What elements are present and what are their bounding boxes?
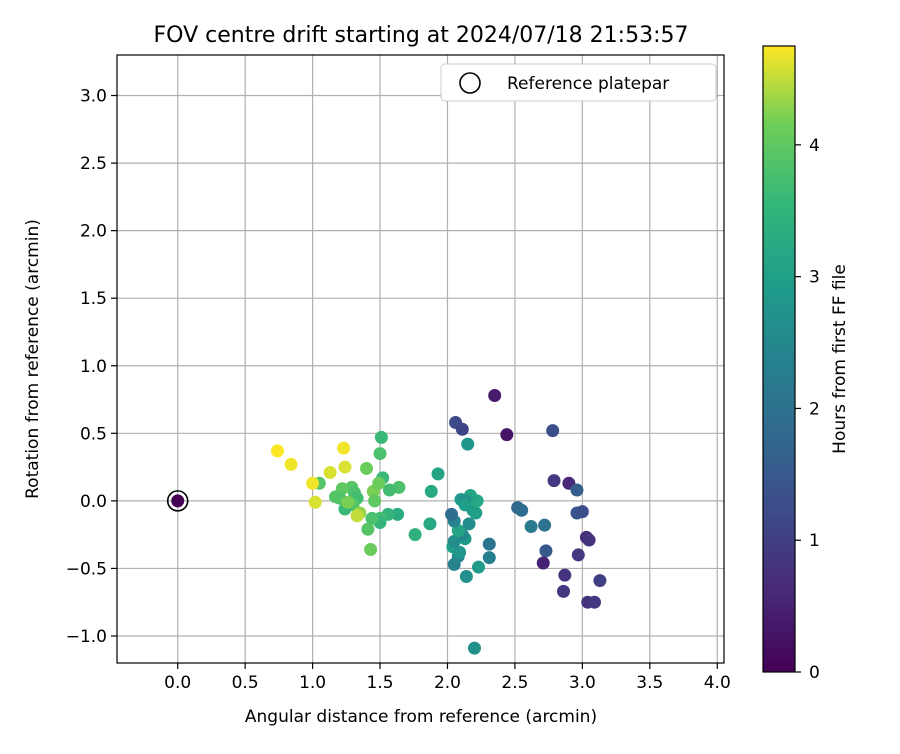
data-point xyxy=(459,570,473,584)
data-point xyxy=(364,543,378,557)
data-point xyxy=(338,460,352,474)
data-points xyxy=(271,388,607,655)
legend: Reference platepar xyxy=(440,63,717,102)
data-point xyxy=(571,548,585,562)
data-point xyxy=(524,520,538,534)
data-point xyxy=(539,544,553,558)
data-point xyxy=(547,474,561,488)
x-tick-label: 4.0 xyxy=(704,673,731,693)
x-tick-label: 1.5 xyxy=(367,673,394,693)
data-point xyxy=(308,495,322,509)
data-point xyxy=(382,483,396,497)
colorbar-tick-label: 2 xyxy=(809,399,820,419)
data-point xyxy=(424,484,438,498)
data-point xyxy=(500,428,514,442)
data-point xyxy=(467,641,481,655)
data-point xyxy=(360,461,374,475)
reference-platepar-marker xyxy=(166,490,189,512)
data-point xyxy=(582,533,596,547)
grid-lines xyxy=(117,55,724,663)
colorbar-tick-label: 4 xyxy=(809,136,820,156)
data-point xyxy=(368,494,382,508)
y-tick-label: 0.0 xyxy=(80,492,107,512)
colorbar-label: Hours from first FF file xyxy=(830,264,850,454)
data-point xyxy=(361,522,375,536)
data-point xyxy=(374,430,388,444)
data-point xyxy=(593,574,607,588)
legend-box xyxy=(440,63,717,102)
colorbar-ticks: 0 1 2 3 4 xyxy=(795,136,820,683)
colorbar-gradient xyxy=(762,45,796,673)
reference-marker-layer xyxy=(166,490,189,512)
x-tick-label: 2.5 xyxy=(501,673,528,693)
data-point xyxy=(372,476,386,490)
y-tick-label: 2.5 xyxy=(80,154,107,174)
plot-frame xyxy=(116,54,725,664)
data-point xyxy=(575,505,589,519)
legend-reference-marker xyxy=(459,72,481,94)
data-point xyxy=(271,444,285,458)
data-point xyxy=(556,584,570,598)
x-tick-label: 3.0 xyxy=(569,673,596,693)
data-point xyxy=(482,537,496,551)
y-tick-label: 2.0 xyxy=(80,222,107,242)
data-point xyxy=(337,441,351,455)
y-tick-label: −0.5 xyxy=(66,559,107,579)
y-tick-label: 1.0 xyxy=(80,357,107,377)
data-point xyxy=(431,467,445,481)
data-point xyxy=(570,483,584,497)
x-axis-ticks: 0.0 0.5 1.0 1.5 2.0 2.5 3.0 3.5 4.0 xyxy=(164,663,731,693)
data-point xyxy=(423,517,437,531)
y-axis-label: Rotation from reference (arcmin) xyxy=(23,219,43,499)
data-point xyxy=(329,490,343,504)
data-point xyxy=(365,511,379,525)
data-point xyxy=(341,495,355,509)
data-point xyxy=(588,595,602,609)
y-tick-label: −1.0 xyxy=(66,627,107,647)
colorbar-tick-label: 3 xyxy=(809,268,820,288)
data-point xyxy=(538,518,552,532)
data-point xyxy=(391,507,405,521)
y-axis-ticks: −1.0 −0.5 0.0 0.5 1.0 1.5 2.0 2.5 3.0 xyxy=(66,87,117,647)
data-point xyxy=(546,424,560,438)
data-point xyxy=(469,506,483,520)
data-point xyxy=(350,509,364,523)
legend-label-reference: Reference platepar xyxy=(507,74,669,94)
y-tick-label: 1.5 xyxy=(80,289,107,309)
colorbar-tick-label: 1 xyxy=(809,531,820,551)
data-point xyxy=(515,503,529,517)
data-point xyxy=(408,528,422,542)
chart-title: FOV centre drift starting at 2024/07/18 … xyxy=(154,23,689,48)
x-tick-label: 1.0 xyxy=(299,673,326,693)
x-tick-label: 2.0 xyxy=(434,673,461,693)
data-point xyxy=(536,556,550,570)
colorbar: 0 1 2 3 4 Hours from first FF file xyxy=(762,45,850,683)
y-tick-label: 0.5 xyxy=(80,424,107,444)
data-point xyxy=(455,422,469,436)
data-point xyxy=(323,465,337,479)
x-tick-label: 0.0 xyxy=(164,673,191,693)
data-point xyxy=(488,388,502,402)
x-tick-label: 3.5 xyxy=(636,673,663,693)
data-point xyxy=(373,447,387,461)
data-point xyxy=(558,568,572,582)
x-tick-label: 0.5 xyxy=(232,673,259,693)
data-point xyxy=(482,551,496,565)
data-point xyxy=(453,545,467,559)
x-axis-label: Angular distance from reference (arcmin) xyxy=(245,707,597,727)
data-point xyxy=(284,457,298,471)
colorbar-tick-label: 0 xyxy=(809,663,820,683)
data-point xyxy=(472,560,486,574)
data-point xyxy=(461,437,475,451)
data-point xyxy=(306,476,320,490)
data-point xyxy=(462,517,476,531)
data-point xyxy=(458,498,472,512)
data-point xyxy=(445,507,459,521)
y-tick-label: 3.0 xyxy=(80,87,107,107)
reference-point-fill xyxy=(171,494,185,508)
